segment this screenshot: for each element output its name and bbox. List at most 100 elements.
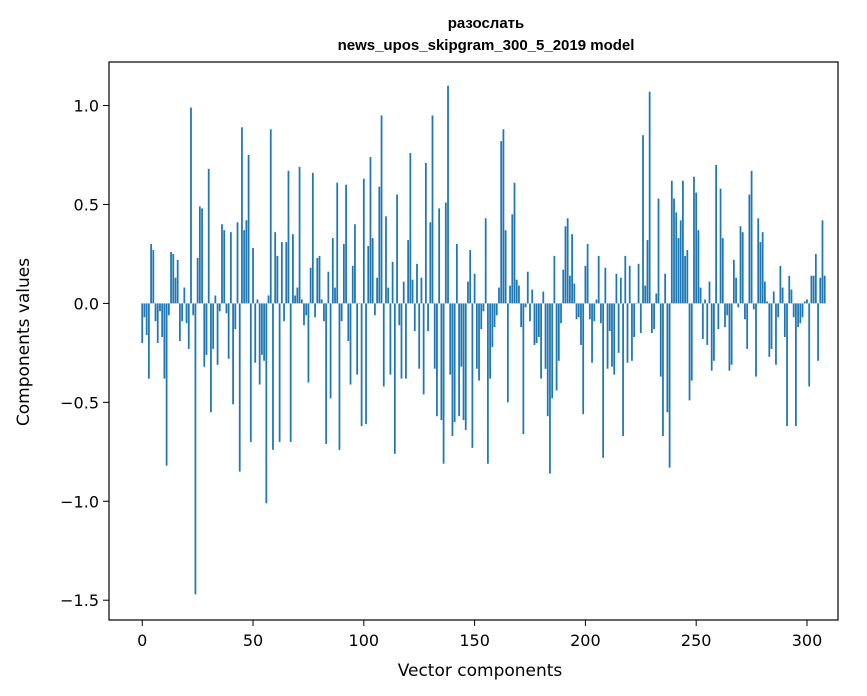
bar	[628, 265, 631, 304]
bar	[340, 303, 343, 322]
bar	[706, 303, 709, 345]
bar	[522, 303, 525, 434]
bar	[560, 303, 562, 324]
bar	[713, 303, 715, 361]
bar	[203, 303, 206, 367]
bar	[608, 303, 611, 332]
bar	[145, 303, 148, 336]
bar	[759, 242, 762, 304]
bar	[296, 287, 299, 304]
bar	[396, 194, 398, 304]
x-tick-label: 200	[570, 631, 601, 650]
bar	[526, 271, 529, 304]
bar	[272, 303, 274, 450]
bar	[407, 240, 410, 304]
bar	[593, 303, 596, 322]
bar	[699, 287, 702, 304]
bar	[389, 303, 392, 375]
bar	[427, 303, 429, 332]
bar	[216, 303, 219, 365]
bar	[478, 303, 480, 381]
bar	[644, 285, 647, 304]
bar	[409, 153, 412, 304]
bar	[688, 303, 691, 401]
bar	[664, 273, 667, 304]
x-tick-label: 100	[349, 631, 380, 650]
bar	[626, 303, 629, 363]
bar	[192, 303, 195, 316]
x-tick-label: 250	[681, 631, 712, 650]
bar	[207, 168, 210, 304]
bar	[316, 257, 319, 304]
chart-subtitle: news_upos_skipgram_300_5_2019 model	[338, 37, 635, 54]
bar	[801, 303, 804, 318]
bar	[582, 303, 585, 415]
bar	[752, 303, 755, 310]
bar	[690, 303, 693, 381]
bar	[684, 255, 686, 304]
bar	[467, 281, 469, 304]
bar	[258, 303, 261, 385]
bar	[327, 271, 330, 304]
bar	[617, 303, 620, 353]
bar	[693, 176, 695, 304]
bar	[768, 303, 771, 357]
bar	[422, 303, 425, 395]
bar	[509, 285, 511, 304]
bar	[196, 257, 199, 304]
bar	[571, 234, 573, 304]
bar	[187, 303, 190, 349]
bar	[185, 303, 188, 324]
bar	[511, 214, 514, 304]
bar	[697, 230, 700, 304]
bar	[806, 299, 808, 304]
bar	[323, 303, 325, 322]
bar	[307, 303, 310, 383]
bar	[163, 303, 166, 379]
bar	[469, 249, 472, 304]
y-tick-label: −1.5	[60, 591, 99, 610]
bar	[544, 303, 547, 369]
bar	[294, 295, 297, 304]
bar	[646, 240, 649, 304]
bar	[633, 303, 636, 338]
bar	[433, 303, 436, 369]
bar	[715, 164, 718, 304]
y-tick-label: 1.0	[74, 97, 99, 116]
bar	[619, 277, 622, 304]
bar	[194, 303, 197, 595]
bar	[143, 303, 146, 318]
bar	[597, 255, 600, 304]
bar	[205, 303, 208, 355]
bar	[557, 303, 560, 361]
bar	[606, 303, 609, 369]
bar	[176, 259, 179, 304]
bar	[436, 303, 438, 417]
bar	[387, 287, 390, 304]
bar	[817, 303, 819, 361]
bar	[420, 277, 423, 304]
x-tick-label: 150	[459, 631, 490, 650]
bar	[345, 184, 347, 304]
bar	[393, 303, 396, 454]
bar	[542, 291, 545, 304]
bar	[456, 244, 458, 304]
bar	[431, 115, 434, 304]
x-tick-label: 300	[792, 631, 823, 650]
bar	[553, 255, 556, 304]
bar	[447, 85, 449, 304]
bar	[274, 232, 277, 304]
bar	[673, 198, 675, 304]
bar	[772, 291, 775, 304]
bar	[775, 303, 777, 365]
bar	[267, 295, 270, 304]
bar	[378, 186, 381, 304]
bar	[247, 155, 250, 304]
bar-series	[141, 85, 826, 595]
bar	[234, 303, 237, 330]
bar	[382, 303, 385, 387]
y-tick-label: −0.5	[60, 393, 99, 412]
bar	[564, 226, 567, 304]
bar	[493, 303, 496, 328]
bar	[719, 188, 722, 304]
